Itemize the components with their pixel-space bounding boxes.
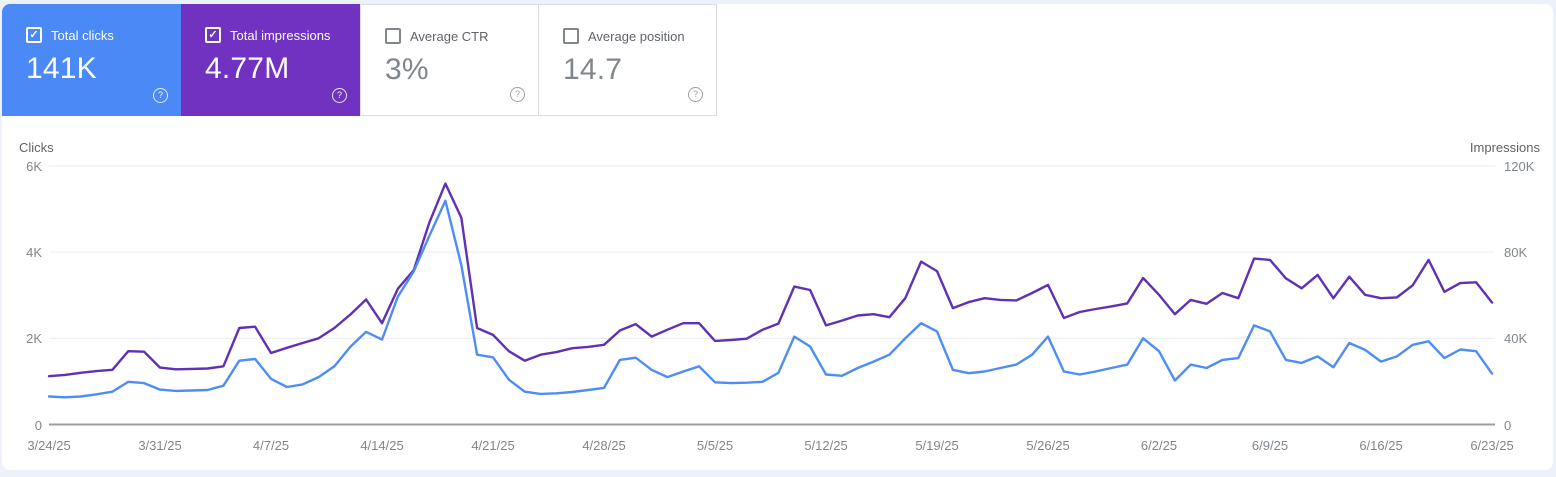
metric-card-total-clicks[interactable]: ✓ Total clicks 141K ? [2,4,181,116]
metric-card-average-ctr[interactable]: ✓ Average CTR 3% ? [360,4,539,116]
help-icon[interactable]: ? [332,88,347,103]
metric-card-label: Average position [588,28,685,44]
metric-card-average-position[interactable]: ✓ Average position 14.7 ? [538,4,717,116]
average-ctr-value: 3% [385,53,429,86]
impressions-line [47,182,1494,378]
chart-canvas[interactable] [2,4,1553,470]
metric-card-header: ✓ Total impressions [205,27,360,43]
help-icon[interactable]: ? [153,88,168,103]
average-position-value: 14.7 [563,53,623,86]
metric-card-header: ✓ Average position [563,28,716,44]
total-impressions-value: 4.77M [205,52,290,85]
checkbox-total-clicks[interactable]: ✓ [26,27,42,43]
metric-card-header: ✓ Average CTR [385,28,538,44]
performance-panel: ✓ Total clicks 141K ? ✓ Total impression… [2,4,1553,470]
checkmark-icon: ✓ [29,28,39,41]
checkbox-average-position[interactable]: ✓ [563,28,579,44]
clicks-line [47,199,1494,399]
checkbox-total-impressions[interactable]: ✓ [205,27,221,43]
total-clicks-value: 141K [26,52,97,85]
checkmark-icon: ✓ [208,28,218,41]
metric-card-total-impressions[interactable]: ✓ Total impressions 4.77M ? [181,4,360,116]
metric-cards-row: ✓ Total clicks 141K ? ✓ Total impression… [2,4,717,116]
help-icon[interactable]: ? [688,87,703,102]
help-icon[interactable]: ? [510,87,525,102]
checkbox-average-ctr[interactable]: ✓ [385,28,401,44]
metric-card-header: ✓ Total clicks [26,27,181,43]
metric-card-label: Average CTR [410,28,489,44]
performance-chart: Clicks Impressions 6K 4K 2K 0 120K 80K 40K 0 3/2… [2,4,1553,470]
metric-card-label: Total impressions [230,27,331,43]
metric-card-label: Total clicks [51,27,114,43]
